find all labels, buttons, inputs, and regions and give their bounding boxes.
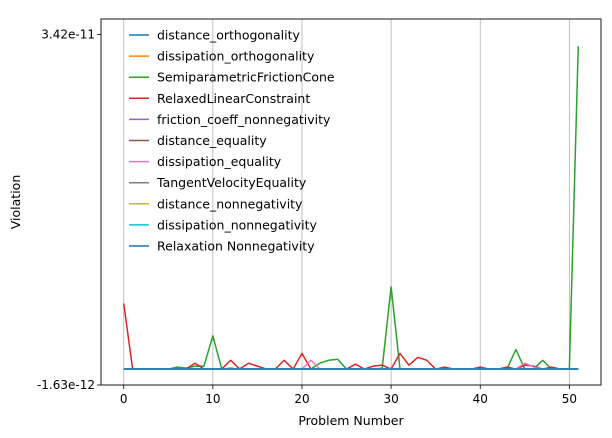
legend-label-2: SemiparametricFrictionCone [157,70,335,85]
x-tick-label-1: 10 [205,392,220,406]
legend-label-0: distance_orthogonality [157,28,300,43]
x-axis-label: Problem Number [298,413,404,428]
legend-label-3: RelaxedLinearConstraint [157,91,310,106]
series-lines [122,46,580,370]
y-axis-label: Violation [8,175,23,229]
y-tick-label-0: -1.63e-12 [37,378,95,392]
legend-label-10: Relaxation Nonnegativity [157,239,315,254]
y-axis-ticks: -1.63e-12 3.42e-11 [37,28,101,392]
legend-label-4: friction_coeff_nonnegativity [157,112,331,127]
x-tick-label-0: 0 [120,392,128,406]
plot-frame [100,18,602,386]
legend: distance_orthogonality dissipation_orthog… [129,28,335,254]
x-tick-label-2: 20 [294,392,309,406]
legend-label-8: distance_nonnegativity [157,196,303,211]
legend-label-7: TangentVelocityEquality [156,175,307,190]
legend-label-5: distance_equality [157,133,267,148]
x-tick-label-5: 50 [562,392,577,406]
legend-label-1: dissipation_orthogonality [157,49,315,64]
legend-label-9: dissipation_nonnegativity [157,217,318,232]
x-tick-label-3: 30 [383,392,398,406]
x-axis-ticks: 0 10 20 30 40 50 [120,385,577,406]
series-line-3 [122,303,579,370]
y-tick-label-1: 3.42e-11 [41,28,95,42]
legend-label-6: dissipation_equality [157,154,282,169]
grid [123,19,570,385]
x-tick-label-4: 40 [473,392,488,406]
